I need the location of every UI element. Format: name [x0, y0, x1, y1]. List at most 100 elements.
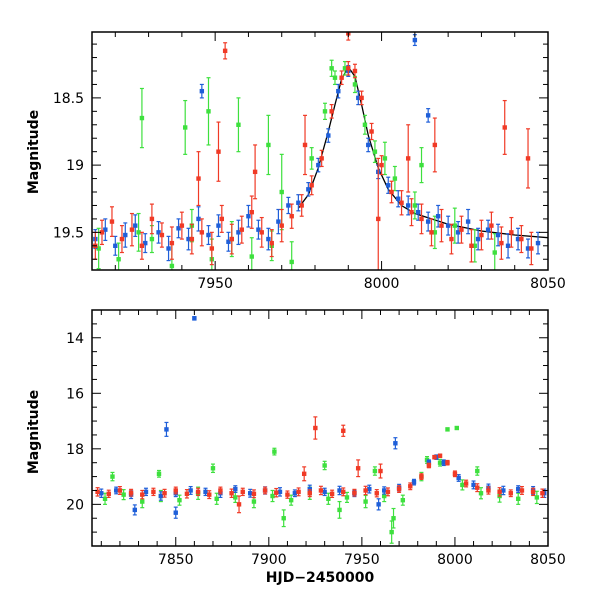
red-data-point	[318, 485, 324, 496]
blue-data-point	[515, 227, 521, 251]
marker	[435, 214, 441, 219]
red-data-point	[229, 488, 234, 499]
x-tick-label: 8000	[437, 552, 473, 568]
blue-data-point	[256, 219, 261, 240]
y-tick-label: 19.5	[53, 225, 84, 241]
marker	[195, 489, 201, 495]
green-data-point	[249, 237, 254, 270]
marker	[249, 254, 254, 259]
x-tick-label: 7950	[344, 552, 380, 568]
marker	[139, 243, 145, 248]
marker	[248, 491, 253, 496]
marker	[296, 489, 301, 495]
marker	[419, 474, 424, 479]
marker	[240, 489, 245, 495]
marker	[445, 427, 450, 432]
green-data-point	[391, 507, 396, 529]
blue-data-point	[226, 231, 231, 252]
marker	[502, 125, 507, 130]
blue-data-point	[164, 421, 169, 437]
marker	[219, 216, 225, 222]
bottom-y-axis-label: Magnitude	[26, 390, 42, 474]
red-data-point	[218, 486, 223, 495]
x-tick-label: 7950	[197, 276, 233, 292]
red-data-point	[459, 215, 464, 244]
blue-data-point	[292, 489, 298, 498]
marker	[239, 227, 244, 232]
red-data-point	[169, 226, 175, 260]
red-data-point	[184, 489, 190, 499]
marker	[319, 156, 324, 161]
red-data-point	[409, 198, 414, 227]
blue-data-point	[501, 485, 506, 496]
blue-data-point	[376, 498, 381, 511]
red-data-point	[419, 203, 424, 235]
marker	[166, 246, 171, 251]
blue-data-point	[393, 437, 398, 450]
marker	[233, 486, 238, 492]
marker	[432, 142, 438, 148]
marker	[302, 142, 308, 148]
marker	[129, 227, 135, 232]
red-data-point	[313, 416, 318, 440]
marker	[516, 496, 521, 501]
red-data-point	[426, 462, 432, 469]
green-data-point	[288, 494, 294, 506]
marker	[409, 209, 414, 215]
green-data-point	[116, 242, 121, 270]
red-data-point	[363, 485, 368, 496]
blue-data-point	[505, 233, 511, 259]
marker	[281, 516, 286, 521]
marker	[445, 223, 451, 228]
marker	[363, 499, 368, 504]
blue-data-point	[406, 195, 411, 216]
marker	[233, 495, 238, 500]
red-data-point	[329, 489, 335, 499]
marker	[452, 223, 458, 228]
red-data-point	[499, 226, 504, 260]
marker	[318, 488, 324, 493]
red-data-point	[229, 223, 234, 255]
marker	[456, 475, 461, 481]
marker	[326, 133, 331, 138]
marker	[309, 156, 314, 161]
marker	[322, 489, 327, 495]
red-data-point	[140, 489, 145, 500]
marker	[465, 219, 471, 224]
marker	[121, 492, 126, 497]
red-data-point	[252, 144, 258, 200]
marker	[99, 491, 104, 496]
marker	[326, 496, 331, 501]
marker	[355, 466, 361, 471]
blue-data-point	[188, 485, 193, 495]
marker	[437, 460, 443, 465]
green-data-point	[363, 494, 368, 509]
marker	[116, 257, 121, 262]
marker	[176, 226, 181, 231]
marker	[236, 122, 241, 127]
marker	[173, 510, 178, 515]
marker	[269, 240, 274, 246]
red-data-point	[296, 487, 301, 497]
red-data-point	[432, 117, 438, 173]
marker	[437, 453, 443, 458]
plot-area	[95, 316, 547, 544]
marker	[196, 216, 201, 222]
green-data-point	[326, 492, 331, 505]
green-data-point	[272, 447, 277, 456]
red-data-point	[301, 466, 307, 482]
blue-data-point	[441, 459, 446, 467]
marker	[222, 48, 228, 54]
blue-data-point	[132, 504, 138, 516]
marker	[455, 230, 461, 235]
marker	[530, 489, 536, 495]
green-data-point	[332, 70, 338, 86]
red-data-point	[399, 190, 404, 216]
green-data-point	[121, 489, 126, 501]
marker	[391, 516, 396, 521]
marker	[406, 203, 411, 208]
marker	[199, 88, 205, 94]
green-data-point	[337, 500, 342, 519]
red-data-point	[307, 489, 312, 498]
red-data-point	[529, 231, 534, 266]
